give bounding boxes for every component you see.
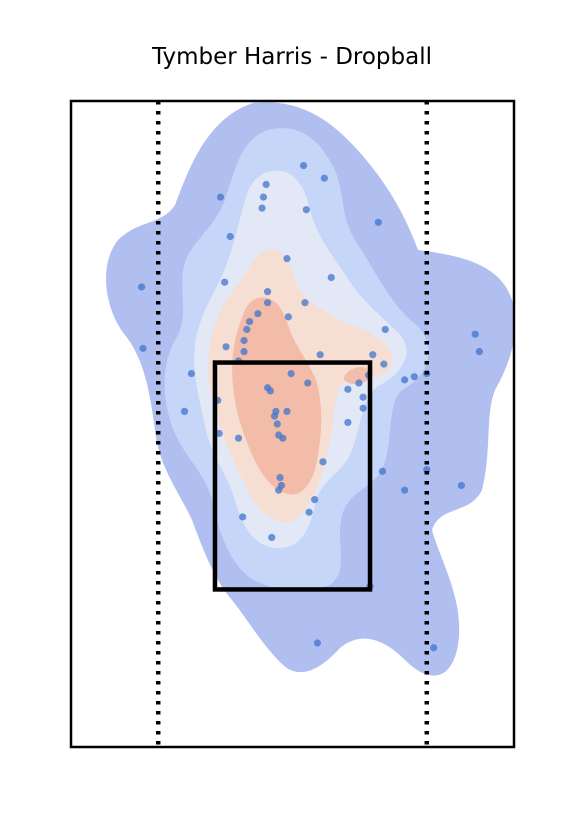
pitch-point-63 [311, 496, 319, 504]
pitch-point-32 [287, 369, 295, 378]
pitch-point-0 [299, 162, 308, 170]
pitch-point-41 [344, 385, 352, 393]
pitch-point-36 [401, 376, 409, 384]
pitch-point-44 [359, 404, 367, 412]
pitch-point-55 [319, 458, 327, 466]
pitch-point-65 [239, 513, 247, 521]
pitch-point-15 [301, 299, 309, 307]
pitch-point-64 [305, 508, 313, 516]
pitch-point-14 [263, 299, 272, 307]
pitch-point-68 [313, 639, 322, 647]
density-level-5 [232, 297, 322, 495]
pitch-point-5 [258, 204, 266, 212]
pitch-point-25 [139, 344, 147, 352]
chart-title: Tymber Harris - Dropball [152, 44, 432, 70]
pitch-point-24 [240, 347, 248, 356]
pitch-point-19 [243, 325, 251, 334]
pitch-point-49 [344, 418, 352, 427]
pitch-point-48 [270, 412, 279, 420]
pitch-point-17 [254, 310, 262, 318]
pitch-point-37 [304, 379, 312, 387]
pitch-point-42 [359, 393, 367, 401]
pitch-point-58 [276, 473, 284, 482]
pitch-point-35 [410, 373, 418, 381]
pitch-point-9 [283, 254, 291, 263]
pitch-point-50 [273, 420, 281, 428]
pitch-point-66 [268, 533, 276, 542]
pitch-point-40 [266, 387, 274, 395]
pitch-point-52 [234, 434, 243, 442]
pitch-point-1 [320, 174, 328, 182]
pitch-point-3 [262, 180, 270, 189]
pitch-point-62 [401, 486, 409, 494]
pitch-point-47 [283, 407, 291, 415]
density-level-5b [343, 366, 371, 385]
plot-frame [69, 99, 516, 749]
pitch-point-16 [284, 313, 292, 321]
pitch-point-13 [263, 288, 272, 296]
density-contours [106, 102, 514, 676]
pitch-point-54 [279, 434, 287, 442]
pitch-point-21 [381, 325, 389, 334]
pitch-point-61 [275, 486, 283, 494]
pitch-point-30 [380, 360, 388, 368]
pitch-point-12 [221, 278, 229, 286]
strike-zone [212, 360, 373, 592]
pitch-point-31 [187, 369, 196, 378]
pitch-point-59 [457, 481, 465, 490]
pitch-point-10 [138, 283, 146, 291]
pitch-point-20 [240, 336, 248, 345]
pitch-point-7 [374, 218, 382, 226]
pitch-point-8 [226, 232, 234, 241]
pitch-point-6 [302, 206, 310, 214]
pitch-point-27 [316, 351, 324, 359]
pitch-point-28 [369, 351, 377, 359]
pitch-point-69 [430, 644, 438, 652]
pitch-point-22 [471, 330, 479, 338]
pitch-point-51 [215, 429, 223, 438]
pitch-point-45 [180, 407, 189, 415]
pitch-point-11 [327, 273, 335, 282]
pitch-point-23 [222, 343, 230, 351]
pitch-point-56 [378, 467, 387, 475]
pitch-point-4 [259, 193, 268, 201]
pitch-point-18 [245, 317, 254, 326]
pitch-point-2 [216, 193, 225, 201]
pitch-point-38 [355, 379, 363, 387]
pitch-point-26 [475, 347, 483, 356]
